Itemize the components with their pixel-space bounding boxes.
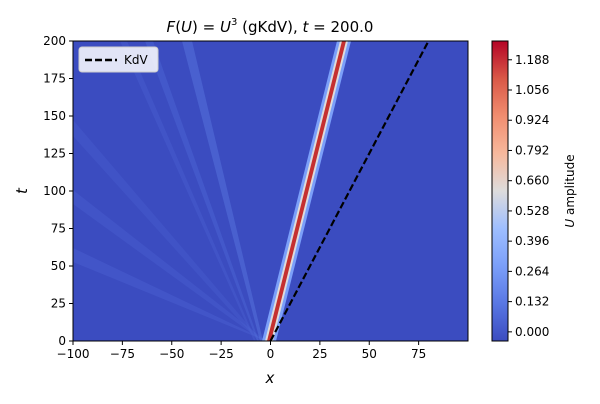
colorbar-tick-label: 0.528 (515, 204, 549, 218)
colorbar-tick-label: 0.924 (515, 113, 549, 127)
ripple-band-5 (145, 41, 259, 341)
colorbar-tick-label: 1.056 (515, 83, 549, 97)
colorbar: 0.000 0.132 0.264 0.396 0.528 0.660 0.792 0.924… (491, 40, 577, 342)
colorbar-tick-label: 0.792 (515, 143, 549, 157)
colorbar-tick-label: 0.660 (515, 174, 549, 188)
x-tick-label: 75 (411, 347, 426, 361)
x-tick-label: 50 (362, 347, 377, 361)
legend: KdV (78, 46, 159, 73)
x-tick-label: −50 (159, 347, 184, 361)
ripple-band-4 (182, 41, 263, 341)
ripple-band-2 (73, 190, 266, 341)
colorbar-tick-label: 1.188 (515, 53, 549, 67)
ripple-band-1 (73, 248, 268, 341)
colorbar-gradient (491, 40, 509, 342)
ripple-band-6 (120, 41, 256, 341)
x-axis-label: x (265, 369, 275, 387)
y-tick-label: 175 (43, 72, 66, 86)
x-tick-label: −25 (208, 347, 233, 361)
heatmap-field (73, 41, 351, 341)
colorbar-tick-label: 0.132 (515, 295, 549, 309)
x-tick-label: −100 (57, 347, 90, 361)
y-tick-label: 50 (51, 259, 66, 273)
legend-box (78, 46, 159, 73)
y-tick-label: 125 (43, 147, 66, 161)
colorbar-tick-label: 0.396 (515, 234, 549, 248)
series-line-kdv (269, 40, 430, 342)
ripple-band-3 (73, 120, 262, 341)
legend-label-kdv: KdV (124, 53, 148, 67)
colorbar-tick-label: 0.000 (515, 325, 549, 339)
x-tick-label: 25 (312, 347, 327, 361)
plot-area (73, 41, 468, 341)
y-tick-label: 200 (43, 34, 66, 48)
y-tick-label: 150 (43, 109, 66, 123)
x-axis: −100 −75 −50 −25 0 25 50 75 (57, 341, 426, 361)
y-tick-label: 75 (51, 222, 66, 236)
colorbar-tick-label: 0.264 (515, 264, 549, 278)
x-tick-label: 0 (267, 347, 275, 361)
colorbar-label: U amplitude (563, 154, 577, 227)
y-axis-label: t (13, 187, 31, 194)
y-tick-label: 25 (51, 297, 66, 311)
y-tick-label: 100 (43, 184, 66, 198)
soliton-ridge (267, 41, 346, 341)
colorbar-ticks: 0.000 0.132 0.264 0.396 0.528 0.660 0.792 0.924… (508, 53, 549, 339)
chart-title: F(U) = U3 (gKdV), t = 200.0 (167, 17, 374, 36)
y-tick-label: 0 (58, 334, 66, 348)
x-tick-label: −75 (110, 347, 135, 361)
y-axis: 0 25 50 75 100 125 150 175 200 (43, 34, 73, 348)
series-layer (269, 40, 430, 342)
